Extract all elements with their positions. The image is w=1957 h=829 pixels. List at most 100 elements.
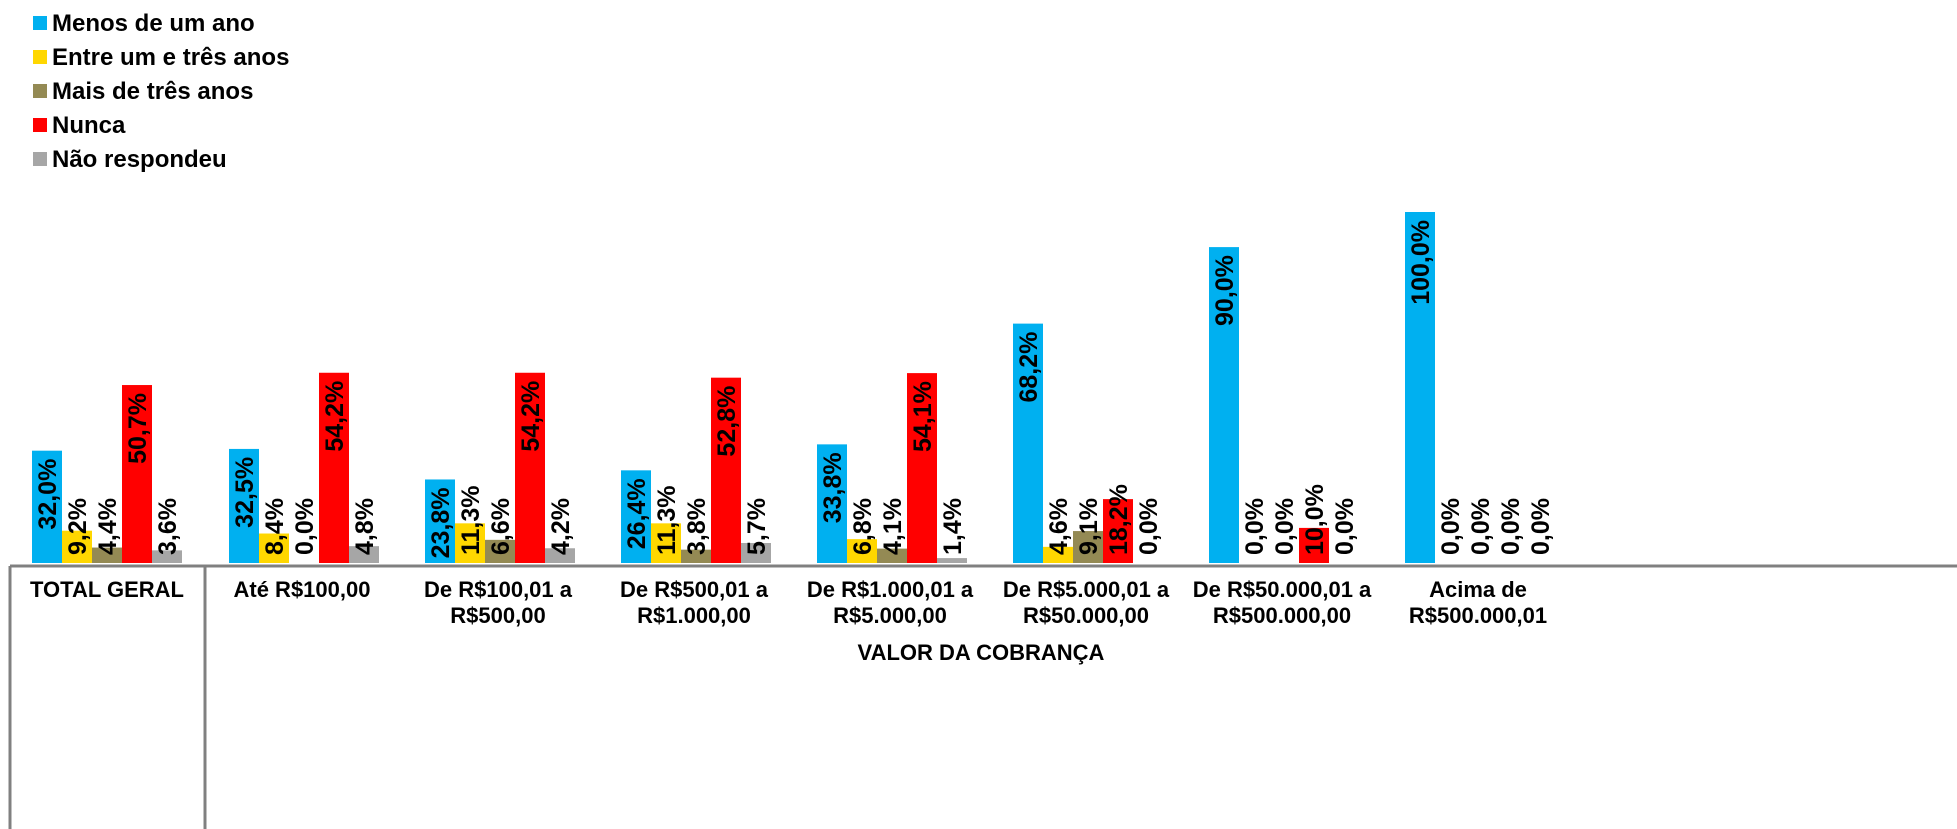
bar-s1-g1 [259,533,289,563]
data-label-s3-g1: 54,2% [321,381,349,452]
legend-label-3: Nunca [52,112,126,139]
group-axis-title: VALOR DA COBRANÇA [858,640,1105,665]
bar-s1-g2 [455,523,485,563]
bar-s2-g4 [877,548,907,563]
data-label-s2-g1: 0,0% [291,498,319,555]
category-label-1-line0: Até R$100,00 [234,577,371,602]
data-label-s0-g0: 32,0% [34,459,62,530]
data-label-s2-g5: 9,1% [1075,498,1103,555]
bar-s4-g0 [152,550,182,563]
legend-swatch-2 [33,84,47,98]
data-label-s0-g6: 90,0% [1211,255,1239,326]
category-label-5-line1: R$50.000,00 [1023,603,1149,628]
bar-s4-g3 [741,542,771,563]
data-label-s4-g2: 4,2% [547,498,575,555]
legend-swatch-0 [33,16,47,30]
data-label-s3-g7: 0,0% [1497,498,1525,555]
data-label-s2-g0: 4,4% [94,498,122,555]
category-label-0-line0: TOTAL GERAL [30,577,184,602]
data-label-s4-g1: 4,8% [351,498,379,555]
data-label-s4-g3: 5,7% [743,498,771,555]
data-label-s0-g1: 32,5% [231,457,259,528]
bar-s3-g5 [1103,499,1133,563]
data-label-s1-g5: 4,6% [1045,498,1073,555]
bar-s0-g2 [425,479,455,563]
data-label-s4-g4: 1,4% [939,498,967,555]
data-label-s0-g2: 23,8% [427,487,455,558]
category-label-3-line0: De R$500,01 a [620,577,769,602]
legend-label-2: Mais de três anos [52,78,253,105]
legend-swatch-3 [33,118,47,132]
bar-s2-g3 [681,549,711,563]
data-label-s3-g2: 54,2% [517,381,545,452]
bar-s3-g0 [122,385,152,563]
data-label-s2-g6: 0,0% [1271,498,1299,555]
category-label-6-line1: R$500.000,00 [1213,603,1351,628]
bar-s0-g4 [817,444,847,563]
bar-s3-g1 [319,372,349,563]
data-label-s0-g3: 26,4% [623,478,651,549]
data-label-s4-g5: 0,0% [1135,498,1163,555]
category-label-5-line0: De R$5.000,01 a [1003,577,1170,602]
data-label-s1-g1: 8,4% [261,498,289,555]
legend-label-0: Menos de um ano [52,10,255,37]
data-label-s1-g0: 9,2% [64,498,92,555]
bar-s2-g5 [1073,531,1103,563]
data-label-s3-g5: 18,2% [1105,484,1133,555]
bar-s3-g3 [711,377,741,563]
bar-s4-g4 [937,558,967,563]
data-label-s3-g0: 50,7% [124,393,152,464]
bar-s0-g7 [1405,212,1435,563]
data-label-s1-g4: 6,8% [849,498,877,555]
bar-s1-g4 [847,539,877,563]
data-label-s3-g6: 10,0% [1301,484,1329,555]
legend-swatch-4 [33,152,47,166]
bar-s4-g2 [545,548,575,563]
bar-s2-g0 [92,547,122,563]
legend: Menos de um ano Entre um e três anos Mais … [33,10,289,173]
bar-s3-g2 [515,372,545,563]
bar-s2-g2 [485,539,515,563]
category-label-4-line1: R$5.000,00 [833,603,947,628]
category-label-6-line0: De R$50.000,01 a [1193,577,1372,602]
data-label-s1-g7: 0,0% [1437,498,1465,555]
category-label-2-line0: De R$100,01 a [424,577,573,602]
category-label-7-line1: R$500.000,01 [1409,603,1547,628]
data-label-s0-g5: 68,2% [1015,332,1043,403]
data-label-s3-g4: 54,1% [909,381,937,452]
data-label-s4-g7: 0,0% [1527,498,1555,555]
data-label-s1-g3: 11,3% [653,485,681,555]
data-label-s2-g3: 3,8% [683,498,711,555]
bar-s0-g6 [1209,247,1239,563]
category-label-4-line0: De R$1.000,01 a [807,577,974,602]
bar-s0-g0 [32,450,62,563]
bar-s1-g5 [1043,546,1073,563]
legend-swatch-1 [33,50,47,64]
data-label-s0-g7: 100,0% [1407,220,1435,305]
data-label-s4-g6: 0,0% [1331,498,1359,555]
bar-s4-g1 [349,546,379,563]
data-label-s2-g4: 4,1% [879,498,907,555]
data-label-s4-g0: 3,6% [154,498,182,555]
data-label-s2-g2: 6,6% [487,498,515,555]
legend-label-4: Não respondeu [52,146,227,173]
bar-s3-g6 [1299,527,1329,563]
category-table: TOTAL GERAL Até R$100,00 De R$100,01 aR$50… [8,564,1957,829]
category-label-2-line1: R$500,00 [450,603,545,628]
data-label-s1-g6: 0,0% [1241,498,1269,555]
bar-s0-g5 [1013,323,1043,563]
category-label-7-line0: Acima de [1429,577,1527,602]
data-label-s0-g4: 33,8% [819,452,847,523]
bar-s0-g1 [229,448,259,563]
bar-s1-g0 [62,530,92,563]
bars-area: 32,0% 32,5% 23,8% 26,4% 33,8% 68,2% 90,0% 100,0… [32,212,1555,563]
category-label-3-line1: R$1.000,00 [637,603,751,628]
bar-s1-g3 [651,523,681,563]
bar-s3-g4 [907,373,937,563]
bar-s0-g3 [621,470,651,563]
data-label-s3-g3: 52,8% [713,386,741,457]
data-label-s2-g7: 0,0% [1467,498,1495,555]
legend-label-1: Entre um e três anos [52,44,289,71]
data-label-s1-g2: 11,3% [457,485,485,555]
